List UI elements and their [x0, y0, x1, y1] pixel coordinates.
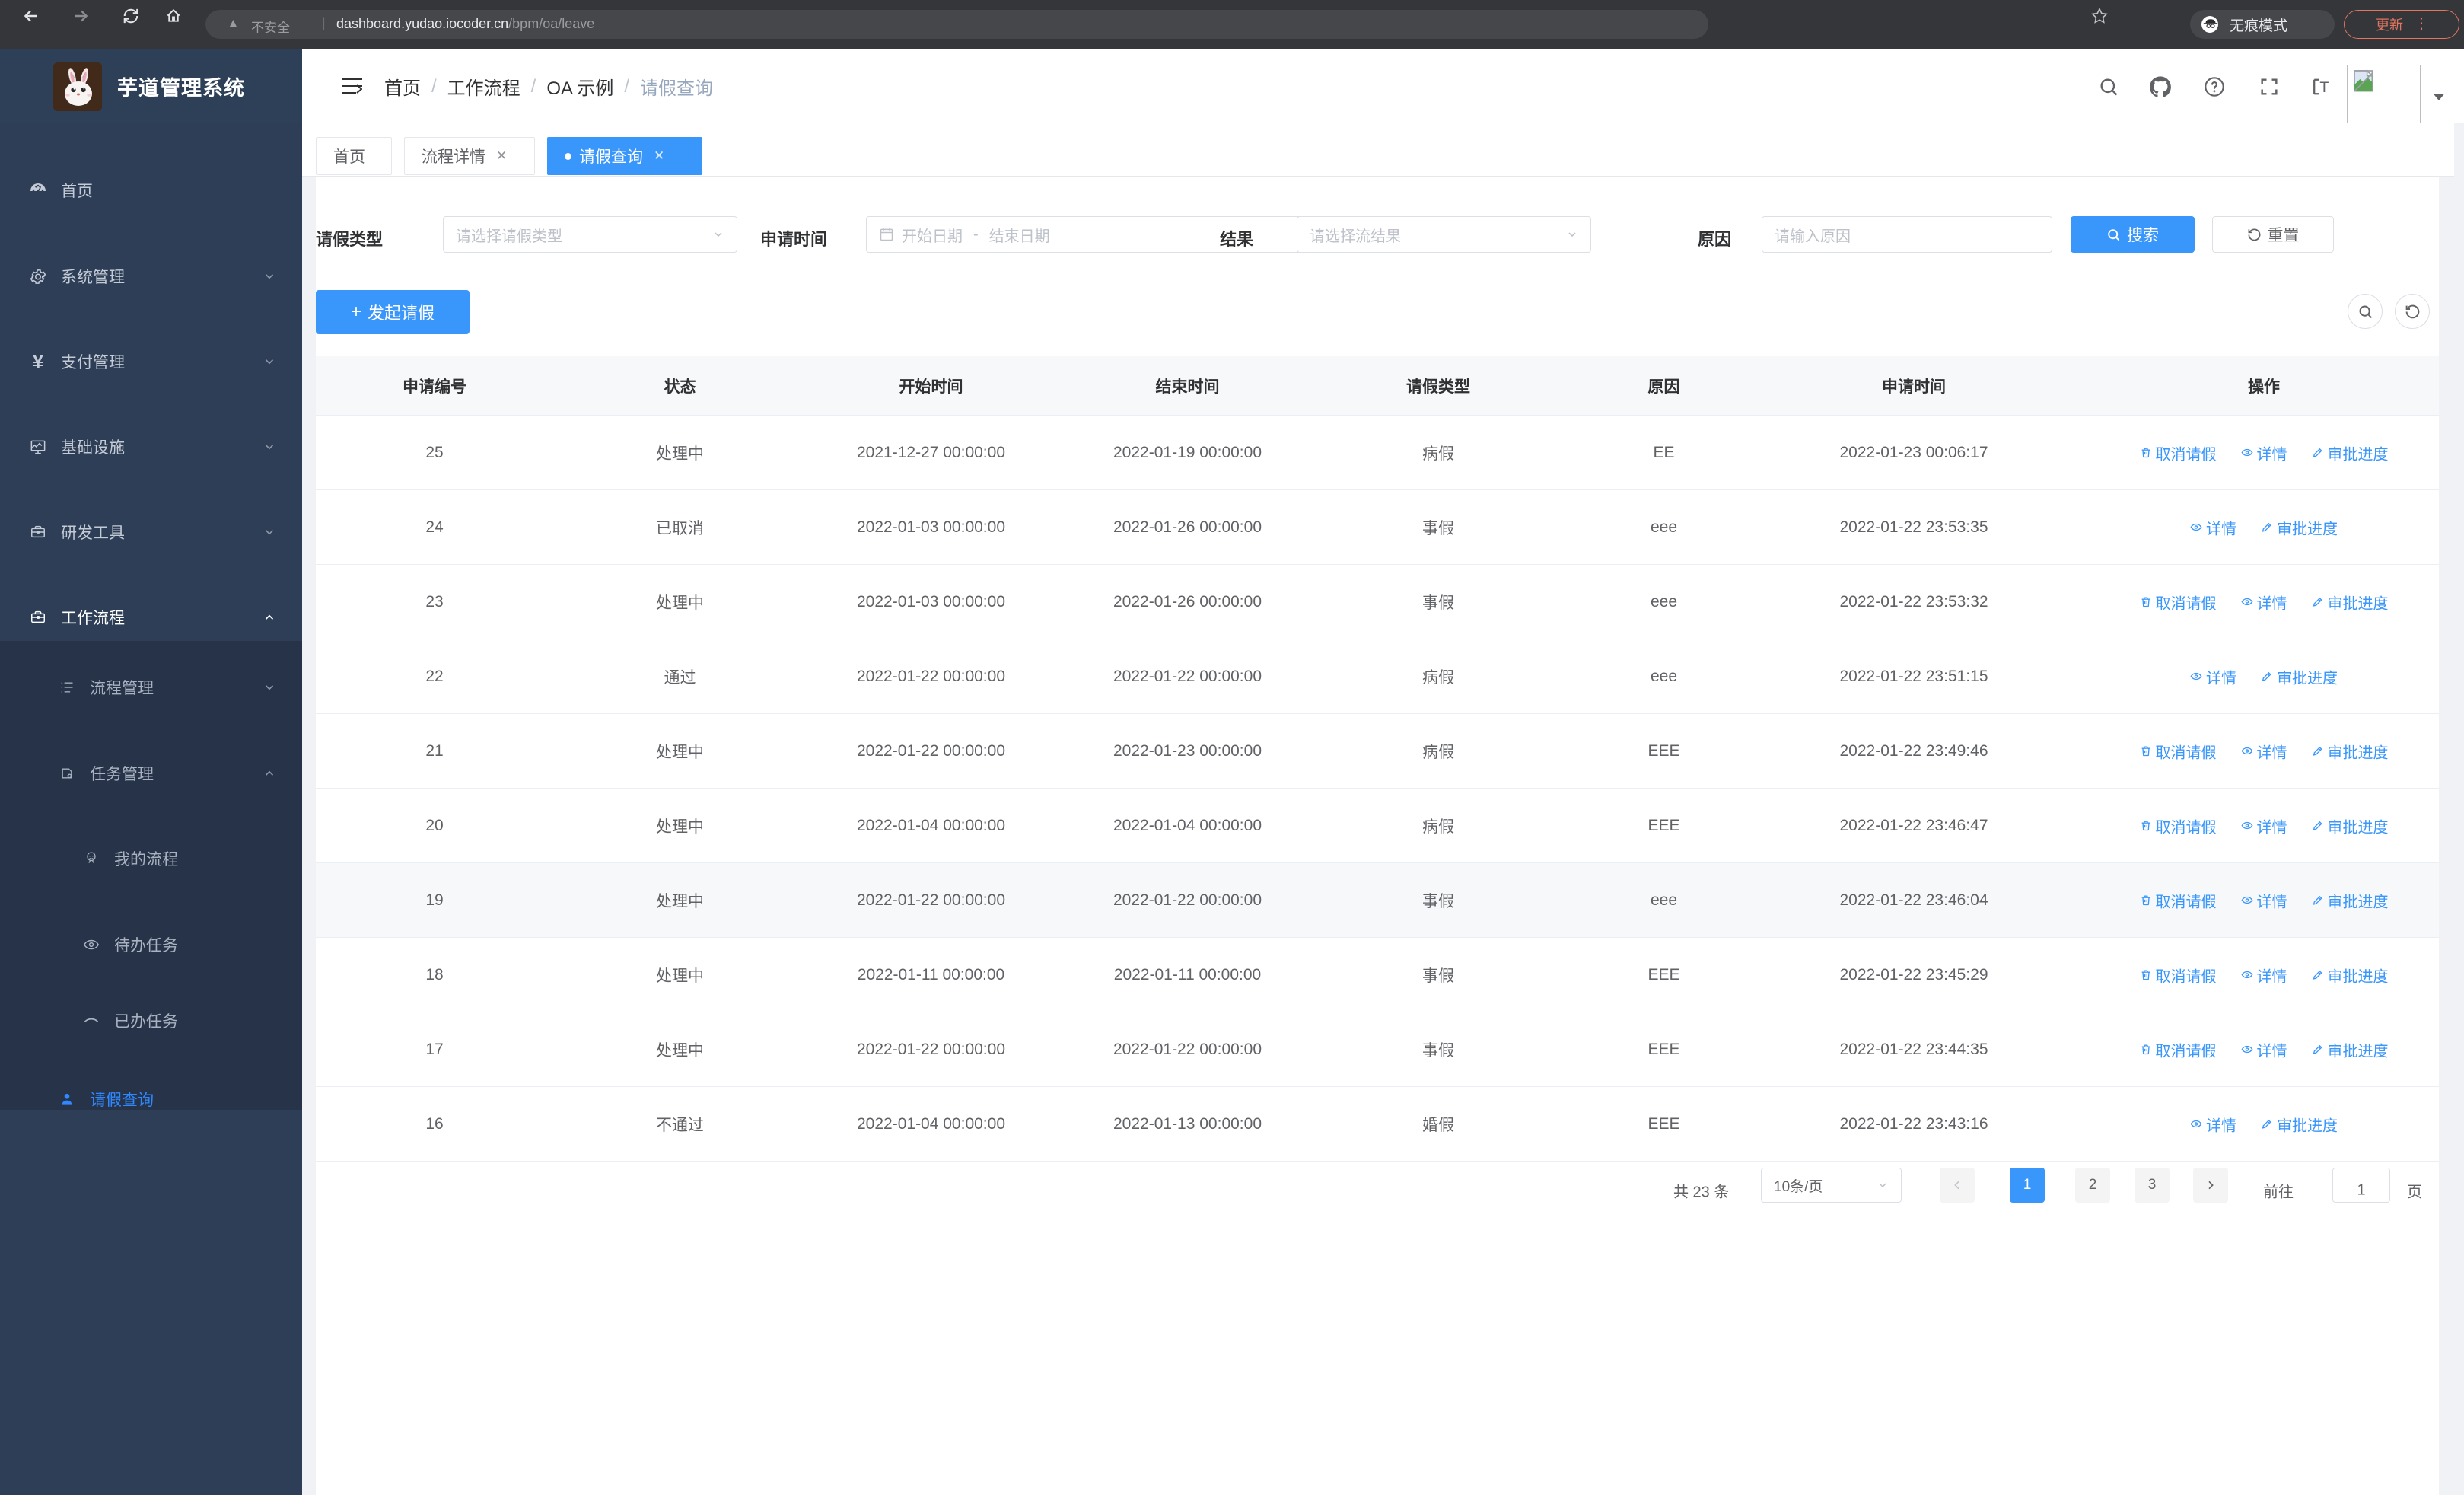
svg-text:T: T: [2319, 79, 2329, 96]
